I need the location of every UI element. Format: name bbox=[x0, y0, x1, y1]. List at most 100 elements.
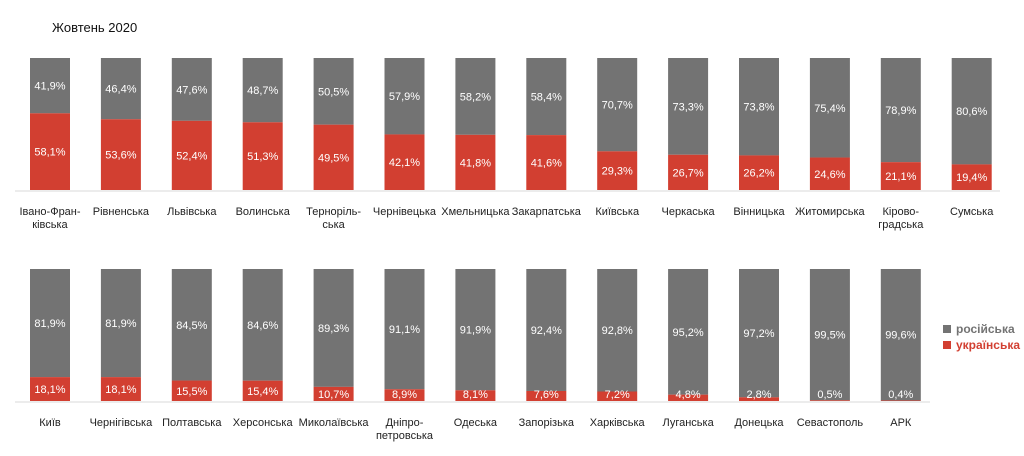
legend-swatch-russian bbox=[943, 325, 951, 333]
data-label-ukrainian: 4,8% bbox=[676, 389, 701, 401]
bar-russian bbox=[668, 58, 709, 155]
category-label: Київська bbox=[595, 206, 640, 218]
data-label-russian: 84,5% bbox=[176, 320, 207, 332]
data-label-russian: 91,9% bbox=[460, 325, 491, 337]
category-label: Львівська bbox=[167, 206, 217, 218]
legend-label-russian: російська bbox=[956, 322, 1015, 336]
bar-russian bbox=[242, 58, 283, 123]
bar-russian bbox=[597, 269, 638, 392]
data-label-russian: 91,1% bbox=[389, 324, 420, 336]
bar-russian bbox=[313, 58, 354, 125]
bar-ukrainian bbox=[597, 151, 638, 190]
bar-ukrainian bbox=[455, 390, 496, 401]
bar-ukrainian bbox=[384, 389, 425, 401]
data-label-ukrainian: 0,5% bbox=[817, 389, 842, 401]
bar-ukrainian bbox=[242, 380, 283, 401]
category-label: Миколаївська bbox=[299, 417, 370, 429]
data-label-russian: 48,7% bbox=[247, 85, 278, 97]
data-label-ukrainian: 7,6% bbox=[534, 389, 559, 401]
data-label-russian: 80,6% bbox=[956, 106, 987, 118]
data-label-russian: 89,3% bbox=[318, 323, 349, 335]
category-label: Сумська bbox=[950, 206, 994, 218]
bar-ukrainian bbox=[30, 377, 70, 401]
legend-item-russian: російська bbox=[943, 322, 1015, 336]
bar-russian bbox=[455, 269, 496, 391]
data-label-russian: 95,2% bbox=[672, 327, 703, 339]
bar-russian bbox=[809, 269, 850, 401]
bar-russian bbox=[100, 269, 141, 378]
data-label-ukrainian: 53,6% bbox=[105, 150, 136, 162]
category-label: Кірово-градська bbox=[878, 206, 924, 231]
category-label: Донецька bbox=[734, 417, 784, 429]
bar-russian bbox=[100, 58, 141, 120]
legend-label-ukrainian: українська bbox=[956, 338, 1021, 352]
bar-russian bbox=[455, 58, 496, 135]
bar-russian bbox=[171, 269, 212, 381]
bar-russian bbox=[30, 58, 70, 114]
category-label: Хмельницька bbox=[441, 206, 510, 218]
bar-russian bbox=[597, 58, 638, 152]
data-label-ukrainian: 19,4% bbox=[956, 172, 987, 184]
data-label-ukrainian: 26,7% bbox=[672, 167, 703, 179]
category-label: Київ bbox=[39, 417, 61, 429]
data-label-ukrainian: 51,3% bbox=[247, 151, 278, 163]
bar-russian bbox=[526, 269, 567, 391]
data-label-ukrainian: 29,3% bbox=[602, 166, 633, 178]
category-label: Луганська bbox=[662, 417, 714, 429]
bar-russian bbox=[171, 58, 212, 121]
bar-ukrainian bbox=[171, 120, 212, 190]
bar-russian bbox=[384, 269, 425, 390]
data-label-ukrainian: 42,1% bbox=[389, 157, 420, 169]
data-label-russian: 58,2% bbox=[460, 91, 491, 103]
bar-russian bbox=[313, 269, 354, 387]
data-label-ukrainian: 15,5% bbox=[176, 386, 207, 398]
data-label-ukrainian: 0,4% bbox=[888, 389, 913, 401]
bar-russian bbox=[739, 269, 779, 398]
bar-russian bbox=[880, 58, 921, 163]
bar-ukrainian bbox=[384, 134, 425, 190]
category-label: Севастополь bbox=[797, 417, 864, 429]
bar-russian bbox=[880, 269, 921, 401]
category-label: Рівненська bbox=[93, 206, 150, 218]
data-label-russian: 50,5% bbox=[318, 86, 349, 98]
bar-ukrainian bbox=[526, 135, 567, 190]
bar-russian bbox=[739, 58, 779, 156]
bar-ukrainian bbox=[739, 397, 779, 401]
category-label: Чернівецька bbox=[373, 206, 437, 218]
category-label: Черкаська bbox=[662, 206, 716, 218]
bar-russian bbox=[384, 58, 425, 135]
data-label-ukrainian: 7,2% bbox=[605, 389, 630, 401]
category-label: Запорізька bbox=[519, 417, 575, 429]
bar-ukrainian bbox=[668, 394, 709, 401]
data-label-ukrainian: 2,8% bbox=[746, 389, 771, 401]
legend-item-ukrainian: українська bbox=[943, 338, 1020, 352]
category-label: АРК bbox=[890, 417, 912, 429]
bar-ukrainian bbox=[526, 390, 567, 401]
data-label-russian: 73,3% bbox=[672, 101, 703, 113]
bar-ukrainian bbox=[951, 164, 992, 190]
bar-ukrainian bbox=[30, 113, 70, 190]
data-label-russian: 84,6% bbox=[247, 320, 278, 332]
category-label: Харківська bbox=[590, 417, 646, 429]
data-label-russian: 97,2% bbox=[743, 328, 774, 340]
bar-ukrainian bbox=[668, 154, 709, 190]
category-label: Закарпатська bbox=[512, 206, 582, 218]
data-label-russian: 58,4% bbox=[531, 92, 562, 104]
data-label-russian: 41,9% bbox=[34, 81, 65, 93]
data-label-ukrainian: 24,6% bbox=[814, 169, 845, 181]
category-label: Вінницька bbox=[733, 206, 785, 218]
data-label-russian: 47,6% bbox=[176, 84, 207, 96]
category-label: Чернігівська bbox=[90, 417, 154, 429]
bar-russian bbox=[526, 58, 567, 136]
data-label-ukrainian: 18,1% bbox=[34, 384, 65, 396]
bar-ukrainian bbox=[880, 162, 921, 190]
bar-ukrainian bbox=[880, 400, 921, 401]
data-label-ukrainian: 41,6% bbox=[531, 158, 562, 170]
bar-russian bbox=[951, 58, 992, 165]
bar-ukrainian bbox=[455, 134, 496, 190]
data-label-ukrainian: 10,7% bbox=[318, 389, 349, 401]
data-label-russian: 78,9% bbox=[885, 105, 916, 117]
data-label-ukrainian: 18,1% bbox=[105, 384, 136, 396]
bar-ukrainian bbox=[313, 386, 354, 401]
